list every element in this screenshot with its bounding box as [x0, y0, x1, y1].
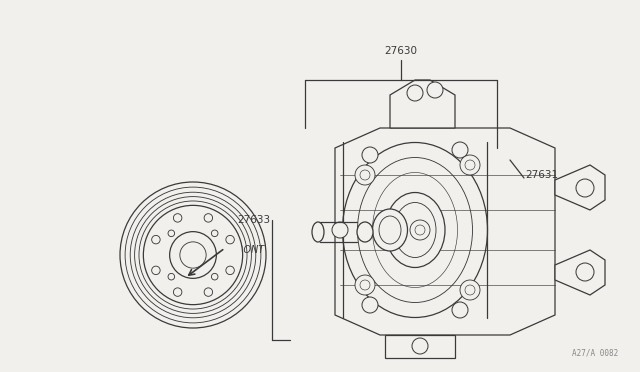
Circle shape [120, 182, 266, 328]
Circle shape [168, 230, 175, 237]
Polygon shape [385, 335, 455, 358]
Circle shape [226, 266, 234, 275]
Ellipse shape [342, 142, 488, 317]
Circle shape [362, 147, 378, 163]
Circle shape [576, 179, 594, 197]
Ellipse shape [385, 192, 445, 267]
Circle shape [355, 165, 375, 185]
Polygon shape [555, 165, 605, 210]
Circle shape [460, 155, 480, 175]
Polygon shape [390, 80, 455, 128]
Text: 27630: 27630 [385, 46, 417, 56]
Text: 27631: 27631 [525, 170, 558, 180]
Circle shape [332, 222, 348, 238]
Circle shape [143, 205, 243, 305]
Text: A27/A 0082: A27/A 0082 [572, 349, 618, 358]
Circle shape [211, 230, 218, 237]
Polygon shape [555, 250, 605, 295]
Circle shape [204, 214, 212, 222]
Circle shape [168, 273, 175, 280]
Circle shape [576, 263, 594, 281]
Ellipse shape [357, 222, 373, 242]
Polygon shape [335, 128, 555, 335]
Ellipse shape [379, 216, 401, 244]
Circle shape [152, 235, 160, 244]
Circle shape [452, 142, 468, 158]
Circle shape [407, 85, 423, 101]
Circle shape [412, 338, 428, 354]
Text: FRONT: FRONT [232, 245, 265, 255]
Circle shape [226, 235, 234, 244]
Circle shape [427, 82, 443, 98]
Circle shape [173, 288, 182, 296]
Circle shape [170, 232, 216, 278]
Circle shape [211, 273, 218, 280]
Circle shape [204, 288, 212, 296]
Circle shape [152, 266, 160, 275]
Ellipse shape [372, 209, 408, 251]
Circle shape [355, 275, 375, 295]
Circle shape [410, 220, 430, 240]
Circle shape [460, 280, 480, 300]
Ellipse shape [312, 222, 324, 242]
Circle shape [180, 242, 206, 268]
Circle shape [173, 214, 182, 222]
Ellipse shape [394, 202, 436, 257]
Circle shape [452, 302, 468, 318]
Circle shape [362, 297, 378, 313]
Text: 27633: 27633 [237, 215, 270, 225]
